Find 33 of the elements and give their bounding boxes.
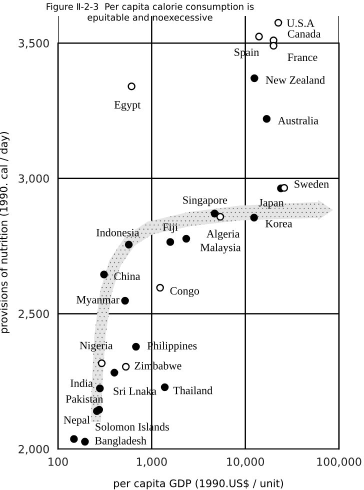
y-tick-label: 2,000 <box>18 444 49 455</box>
annotation: Thailand <box>173 386 212 394</box>
y-tick-label: 3,500 <box>18 39 49 49</box>
annotation: Algeria <box>206 230 240 240</box>
annotation: Sweden <box>294 180 329 188</box>
annotation: New Zealand <box>266 76 325 84</box>
annotation: Korea <box>266 220 292 228</box>
annotation: Nigeria <box>80 342 113 352</box>
annotation: Bangladesh <box>95 436 146 447</box>
x-tick-label: 1,000 <box>136 458 167 468</box>
annotation: Canada <box>288 30 321 38</box>
annotation: Myanmar <box>76 296 120 306</box>
x-tick-label: 100,000 <box>317 458 362 468</box>
x-tick-label: 10,000 <box>227 458 264 468</box>
annotation: Pakistan <box>66 394 104 403</box>
annotation: U.S.A <box>286 19 314 27</box>
annotation: Congo <box>170 287 200 297</box>
chart-title: Figure Ⅱ-2-3 Per capita calorie consumption is epuitable and noexecessive <box>46 3 254 23</box>
annotation: Fiji <box>162 223 178 234</box>
annotation: Australia <box>278 116 318 124</box>
annotation: China <box>114 272 140 280</box>
y-tick-label: 2,500 <box>18 310 49 320</box>
annotation: Singapore <box>183 196 228 206</box>
annotation: Nepal <box>64 416 90 426</box>
x-tick-label: 100 <box>48 458 68 466</box>
annotation: India <box>70 379 93 387</box>
y-tick-label: 3,000 <box>18 174 49 184</box>
annotation: France <box>288 54 318 62</box>
annotation: Egypt <box>114 101 141 111</box>
annotation: Japan <box>258 199 284 209</box>
annotation: Indonesia <box>96 228 140 236</box>
annotation: Malaysia <box>200 243 241 254</box>
x-axis-title: per capita GDP (1990.US$ / unit) <box>114 479 284 490</box>
